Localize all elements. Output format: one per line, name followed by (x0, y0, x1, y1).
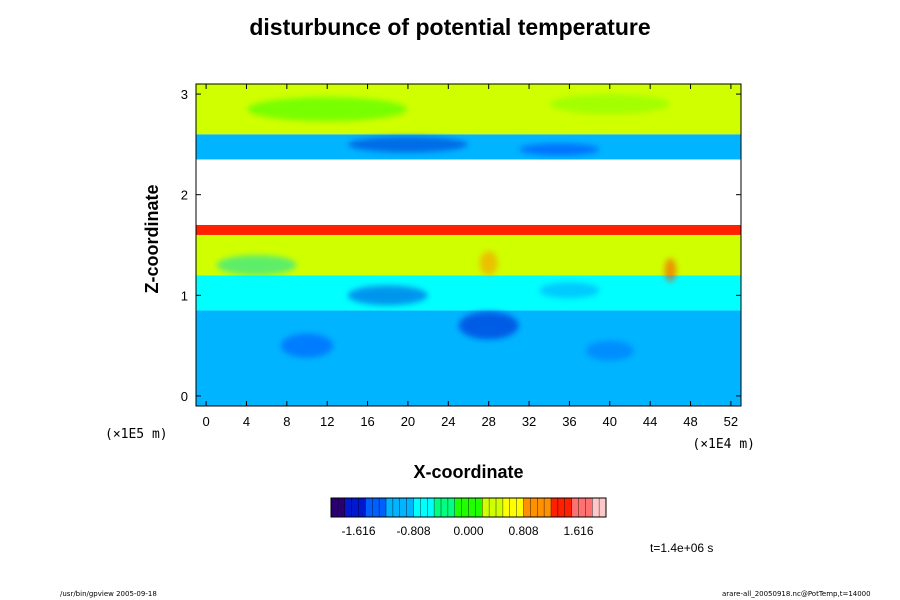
colorbar-tick-label-4: 1.616 (563, 524, 593, 538)
x-tick-label-0: 0 (202, 414, 209, 429)
field-layer-3 (196, 224, 741, 235)
y-tick-label-0: 0 (181, 389, 188, 404)
footer-right: arare-all_20050918.nc@PotTemp,t=14000 (722, 590, 871, 598)
x-tick-label-4: 16 (360, 414, 374, 429)
plot-frame (195, 83, 742, 407)
colorbar-cell-25 (502, 498, 511, 517)
field-layer-4 (196, 159, 741, 225)
field-texture-3 (347, 285, 428, 306)
chart-title: disturbunce of potential temperature (249, 14, 651, 40)
field-texture-2 (585, 340, 634, 361)
y-unit-label: (×1E5 m) (105, 427, 168, 442)
x-tick-label-7: 28 (481, 414, 495, 429)
colorbar-cell-35 (571, 498, 579, 517)
colorbar-cell-37 (585, 498, 593, 517)
colorbar-cell-21 (475, 498, 483, 517)
field-texture-1 (458, 311, 519, 340)
colorbar-cell-6 (372, 498, 380, 517)
footer-left: /usr/bin/gpview 2005-09-18 (60, 590, 157, 598)
colorbar-cell-26 (509, 498, 517, 517)
x-tick-label-2: 8 (283, 414, 290, 429)
colorbar-cell-27 (516, 498, 524, 517)
colorbar-cell-18 (454, 498, 462, 517)
colorbar-cell-12 (413, 498, 421, 517)
x-tick-label-10: 40 (603, 414, 617, 429)
field-texture-5 (216, 255, 297, 276)
x-tick-label-1: 4 (243, 414, 250, 429)
colorbar-cell-10 (399, 498, 407, 517)
colorbar-cell-14 (427, 498, 435, 517)
colorbar-cell-39 (599, 498, 607, 517)
colorbar-cell-38 (592, 498, 600, 517)
colorbar-tick-label-1: -0.808 (396, 524, 430, 538)
colorbar-frame (330, 497, 607, 518)
colorbar-cell-23 (489, 498, 497, 517)
colorbar-cell-4 (358, 498, 366, 517)
colorbar-cell-8 (386, 498, 394, 517)
colorbar-cell-5 (365, 498, 373, 517)
colorbar-cell-29 (530, 498, 538, 517)
colorbar-tick-label-3: 0.808 (508, 524, 538, 538)
field-texture-10 (247, 97, 408, 122)
colorbar-cell-7 (379, 498, 387, 517)
colorbar-cell-19 (461, 498, 469, 517)
colorbar-cell-3 (351, 498, 359, 517)
x-axis-label: X-coordinate (413, 462, 523, 482)
colorbar-cell-13 (420, 498, 428, 517)
colorbar-cell-1 (337, 498, 346, 517)
colorbar-cell-31 (544, 498, 552, 517)
colorbar-cell-34 (564, 498, 572, 517)
y-tick-label-1: 1 (181, 288, 188, 303)
colorbar-cell-2 (344, 498, 352, 517)
field-texture-9 (519, 143, 600, 156)
colorbar-cell-9 (392, 498, 401, 517)
colorbar-cell-15 (434, 498, 442, 517)
colorbar-cell-22 (482, 498, 490, 517)
x-tick-label-8: 32 (522, 414, 536, 429)
x-tick-label-11: 44 (643, 414, 657, 429)
colorbar-cell-33 (557, 498, 566, 517)
colorbar-cell-11 (406, 498, 414, 517)
colorbar-cell-32 (551, 498, 559, 517)
colorbar-cell-0 (331, 498, 339, 517)
colorbar-cell-30 (537, 498, 545, 517)
x-tick-label-6: 24 (441, 414, 455, 429)
field-texture-8 (347, 136, 468, 153)
colorbar-cell-24 (496, 498, 504, 517)
field-texture-7 (664, 258, 677, 283)
field-layer-5 (196, 134, 741, 160)
x-tick-label-12: 48 (683, 414, 697, 429)
y-axis-label: Z-coordinate (142, 184, 162, 293)
field-layer-1 (196, 275, 741, 311)
field-texture-6 (479, 251, 498, 276)
field-texture-4 (539, 282, 600, 299)
x-tick-label-3: 12 (320, 414, 334, 429)
colorbar-cell-17 (447, 498, 456, 517)
colorbar-cell-20 (468, 498, 476, 517)
colorbar-cell-28 (523, 498, 531, 517)
y-tick-label-2: 2 (181, 188, 188, 203)
field-texture-0 (281, 333, 334, 358)
time-label: t=1.4e+06 s (650, 541, 714, 555)
colorbar-cell-16 (441, 498, 449, 517)
x-unit-label: (×1E4 m) (692, 437, 755, 452)
x-tick-label-13: 52 (724, 414, 738, 429)
colorbar-cell-36 (578, 498, 586, 517)
y-tick-label-3: 3 (181, 87, 188, 102)
colorbar-tick-label-2: 0.000 (453, 524, 483, 538)
x-tick-label-9: 36 (562, 414, 576, 429)
field-texture-11 (549, 94, 670, 115)
colorbar-tick-label-0: -1.616 (341, 524, 375, 538)
x-tick-label-5: 20 (401, 414, 415, 429)
